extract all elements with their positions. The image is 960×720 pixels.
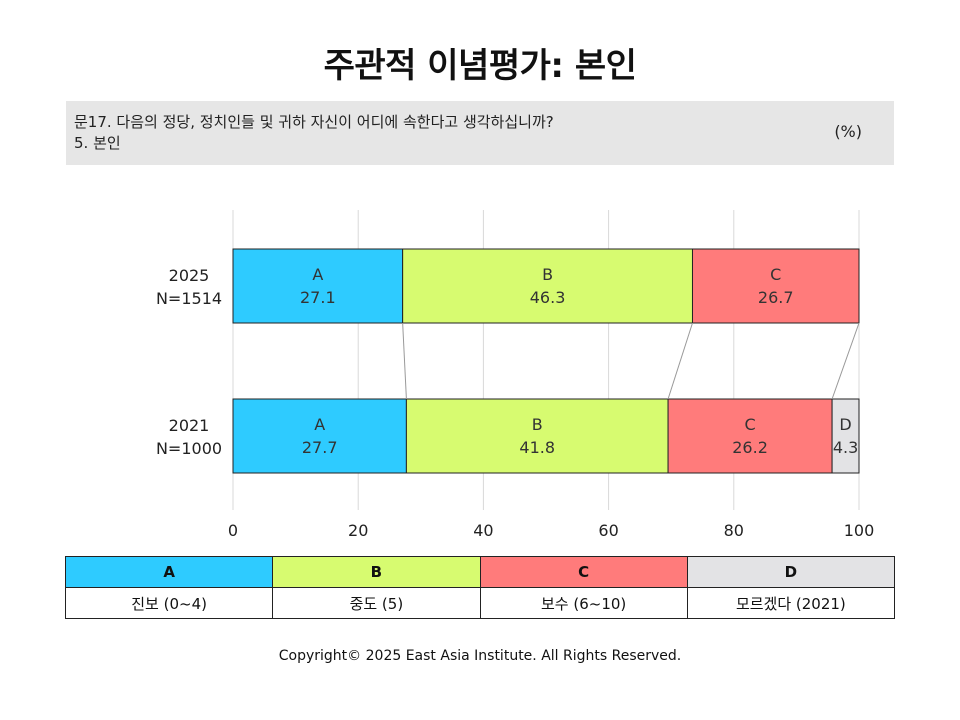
data-label: 26.7 — [758, 288, 794, 307]
copyright-text: Copyright© 2025 East Asia Institute. All… — [278, 648, 682, 664]
row-label-year: 2025 — [169, 266, 210, 285]
segment-key-label: A — [314, 415, 325, 434]
bar-segment-a — [232, 398, 407, 474]
segment-key-label: C — [744, 415, 755, 434]
row-label-n: N=1000 — [156, 439, 222, 458]
question-text: 문17. 다음의 정당, 정치인들 및 귀하 자신이 어디에 속한다고 생각하십… — [74, 112, 554, 154]
stacked-bar-chart: 0 20 40 60 80 100 A 27.1 B 46.3 C 26.7 2025 N=1514 A 27… — [156, 210, 875, 540]
legend-key-a: A — [64, 556, 274, 588]
x-tick-label: 100 — [844, 521, 875, 540]
x-tick-label: 0 — [228, 521, 238, 540]
legend-key-row: A B C D — [64, 556, 896, 588]
segment-key-label: A — [312, 265, 323, 284]
connector-line — [402, 322, 407, 400]
legend-key-c: C — [479, 556, 688, 588]
page-title: 주관적 이념평가: 본인 — [323, 46, 637, 86]
connector-line — [831, 322, 860, 400]
question-line2: 5. 본인 — [74, 134, 121, 152]
legend-desc-c: 보수 (6~10) — [479, 587, 688, 619]
legend-table: A B C D 진보 (0~4) 중도 (5) 보수 (6~10) 모르겠다 (… — [64, 556, 896, 619]
legend-desc-d: 모르겠다 (2021) — [686, 587, 896, 619]
bar-segment-b — [405, 398, 669, 474]
data-label: 46.3 — [530, 288, 566, 307]
legend-desc-row: 진보 (0~4) 중도 (5) 보수 (6~10) 모르겠다 (2021) — [64, 587, 896, 619]
segment-key-label: B — [542, 265, 553, 284]
legend-desc-b: 중도 (5) — [272, 587, 481, 619]
legend-desc-a: 진보 (0~4) — [64, 587, 274, 619]
bar-segment-d — [831, 398, 860, 474]
bar-segment-b — [402, 248, 693, 324]
data-label: 27.1 — [300, 288, 336, 307]
question-line1: 문17. 다음의 정당, 정치인들 및 귀하 자신이 어디에 속한다고 생각하십… — [74, 113, 554, 131]
segment-key-label: D — [839, 415, 851, 434]
bar-segment-c — [667, 398, 833, 474]
segment-key-label: C — [770, 265, 781, 284]
bar-segment-c — [691, 248, 860, 324]
bar-segment-a — [232, 248, 404, 324]
data-label: 26.2 — [732, 438, 768, 457]
data-label: 4.3 — [833, 438, 858, 457]
data-label: 41.8 — [519, 438, 555, 457]
x-tick-label: 40 — [473, 521, 493, 540]
row-label-n: N=1514 — [156, 289, 222, 308]
x-tick-label: 20 — [348, 521, 368, 540]
row-label-year: 2021 — [169, 416, 210, 435]
x-tick-label: 60 — [598, 521, 618, 540]
unit-label: (%) — [834, 122, 862, 141]
legend-key-d: D — [686, 556, 896, 588]
question-box: 문17. 다음의 정당, 정치인들 및 귀하 자신이 어디에 속한다고 생각하십… — [66, 101, 894, 165]
data-label: 27.7 — [302, 438, 338, 457]
segment-key-label: B — [532, 415, 543, 434]
connector-line — [667, 322, 693, 400]
x-tick-label: 80 — [724, 521, 744, 540]
legend-key-b: B — [272, 556, 481, 588]
